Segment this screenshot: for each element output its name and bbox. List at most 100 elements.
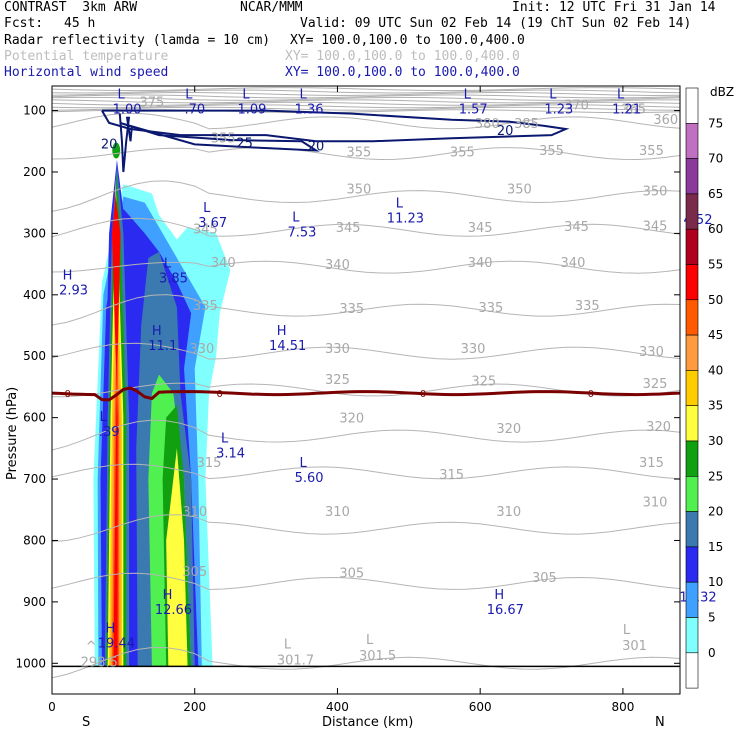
theta-label: 375 [139,95,164,110]
extremum-value: 3.14 [216,446,245,461]
theta-label: 360 [653,113,678,128]
field-reflectivity-xy: XY= 100.0,100.0 to 100.0,400.0 [290,33,525,48]
extremum-value: 1.23 [544,102,573,117]
extremum-marker: L [164,256,172,271]
colorbar-level: 40 [708,363,723,377]
theta-label: 310 [182,505,207,520]
theta-contour-strato [52,94,680,99]
extremum-value: .70 [185,102,206,117]
refl-region-35-dbz [166,448,188,667]
wind-contour [119,121,320,152]
theta-label: 315 [639,456,664,471]
extremum-value: 19.44 [98,637,135,652]
theta-label: 310 [325,505,350,520]
theta-label: 355 [539,144,564,159]
extremum-value: .39 [99,425,120,440]
extremum-marker: L [292,210,300,225]
extremum-marker: H [63,269,73,284]
x-tick-label: 600 [469,700,492,714]
theta-contour-strato [52,89,680,94]
init-time: Init: 12 UTC Fri 31 Jan 14 [512,0,716,15]
colorbar-swatch [685,193,699,230]
theta-contour-360 [52,112,680,130]
colorbar-swatch [685,405,699,442]
extremum-value: 3.85 [159,271,188,286]
freezing-level-label: 0 [588,389,594,400]
plot-frame [51,85,681,695]
colorbar-swatch [685,546,699,583]
theta-contour-strato [52,99,680,104]
field-theta-xy: XY= 100.0,100.0 to 100.0,400.0 [285,49,520,64]
colorbar-swatch [685,652,699,689]
surface-marker: L [623,623,631,638]
y-tick-label: 1000 [15,656,46,670]
field-reflectivity: Radar reflectivity (lamda = 10 cm) [4,33,271,48]
colorbar-level: 65 [708,187,723,201]
extremum-marker: L [617,87,625,102]
y-tick-label: 100 [23,104,46,118]
theta-label: 340 [325,258,350,273]
theta-contour-350 [52,180,680,212]
colorbar-swatch [685,123,699,159]
colorbar-swatch [685,511,699,548]
theta-contours: 0 0 0 0 [52,87,680,679]
colorbar-level: 60 [708,222,723,236]
valid-time: Valid: 09 UTC Sun 02 Feb 14 (19 ChT Sun … [300,16,692,31]
colorbar-swatch [685,475,699,512]
colorbar-swatch [685,264,699,301]
colorbar-swatch [685,228,699,265]
extremum-value: 11.23 [387,212,424,227]
freezing-level-label: 0 [65,389,71,400]
extremum-value: 1.36 [295,102,324,117]
wind-label: 25 [236,136,253,151]
extremum-marker: L [396,197,404,212]
colorbar-level: 10 [708,575,723,589]
colorbar-swatch [685,581,699,618]
theta-contour-strato [52,101,680,106]
theta-label: 335 [478,301,503,316]
colorbar-swatch [685,158,699,195]
extremum-marker: H [277,324,287,339]
theta-contour-315 [52,463,680,480]
theta-label: 370 [564,98,589,113]
colorbar-level: 5 [708,611,716,625]
colorbar-swatch [685,334,699,371]
extremum-marker: L [221,431,229,446]
colorbar-swatch [685,370,699,406]
x-tick-label: 800 [611,700,634,714]
theta-label: 320 [496,422,521,437]
center-name: NCAR/MMM [240,0,303,15]
theta-label: 305 [339,566,364,581]
theta-label: 330 [639,345,664,360]
field-theta: Potential temperature [4,49,169,64]
colorbar-level: 0 [708,646,716,660]
y-tick-label: 500 [23,349,46,363]
theta-label: 320 [646,420,671,435]
theta-label: 305 [532,571,557,586]
extremum-marker: L [464,87,472,102]
colorbar-level: 55 [708,258,723,272]
theta-label: 335 [339,302,364,317]
extremum-value: 12.66 [155,603,192,618]
surface-value: 298.5 [81,655,118,670]
colorbar-level: 50 [708,293,723,307]
theta-label: 350 [643,184,668,199]
wind-label: 20 [308,139,325,154]
theta-contour-320 [52,419,680,451]
theta-label: 325 [325,373,350,388]
theta-contour-strato [52,104,680,109]
model-name: CONTRAST 3km ARW [4,0,138,15]
extremum-marker: L [185,87,193,102]
wind-contour [118,113,131,173]
extremum-value: 7.53 [287,225,316,240]
surface-marker: L [284,638,292,653]
extremum-value: 11.1 [148,339,177,354]
theta-label: 350 [346,182,371,197]
extremum-marker: L [242,87,250,102]
x-tick-label: 200 [183,700,206,714]
y-tick-label: 200 [23,165,46,179]
surface-marker: ^ [86,639,97,654]
